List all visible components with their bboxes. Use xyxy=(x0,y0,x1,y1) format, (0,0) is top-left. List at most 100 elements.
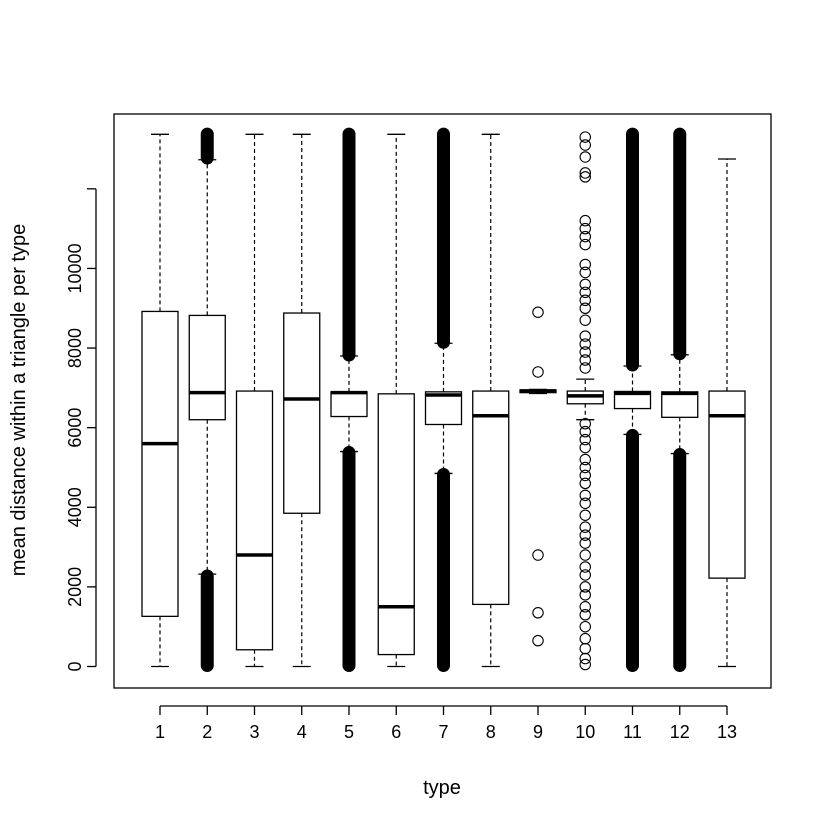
outlier-point xyxy=(579,658,591,671)
outlier-point xyxy=(579,433,591,446)
box xyxy=(330,391,368,418)
outlier-point xyxy=(579,477,591,490)
x-tick-label: 7 xyxy=(438,722,448,742)
outlier-point xyxy=(673,226,686,239)
outlier-point xyxy=(532,549,544,561)
outlier-point xyxy=(579,620,591,633)
outlier-point xyxy=(673,167,686,179)
outlier-point xyxy=(579,497,591,510)
box-group-13 xyxy=(708,158,746,668)
outlier-point xyxy=(673,258,686,271)
outlier-point xyxy=(579,258,591,271)
outlier-band xyxy=(342,127,356,362)
outlier-point xyxy=(673,521,686,533)
y-tick-label: 4000 xyxy=(65,487,85,527)
boxes-layer xyxy=(141,127,746,673)
outlier-point xyxy=(579,417,591,430)
outlier-point xyxy=(673,135,686,147)
outlier-point xyxy=(532,306,544,318)
outlier-band xyxy=(626,127,639,372)
outlier-point xyxy=(579,469,591,482)
outlier-point xyxy=(673,601,686,613)
box-group-6 xyxy=(377,133,415,668)
outlier-point xyxy=(673,129,686,141)
y-tick-label: 2000 xyxy=(65,567,85,607)
box-group-10 xyxy=(566,131,604,671)
box xyxy=(188,314,226,421)
outlier-point xyxy=(579,609,591,621)
outlier-point xyxy=(579,278,591,291)
outlier-point xyxy=(579,632,591,645)
outlier-point xyxy=(673,270,686,283)
outlier-point xyxy=(579,453,591,466)
y-tick-label: 10000 xyxy=(65,243,85,293)
outlier-point xyxy=(579,131,591,143)
outlier-point xyxy=(579,222,591,235)
box-group-11 xyxy=(613,127,652,673)
x-tick-label: 6 xyxy=(391,722,401,742)
y-tick-label: 6000 xyxy=(65,408,85,448)
outlier-point xyxy=(579,214,591,227)
outlier-point xyxy=(579,286,591,299)
box-group-7 xyxy=(424,127,463,673)
outlier-point xyxy=(673,529,686,541)
outlier-point xyxy=(673,581,686,593)
outlier-point xyxy=(579,330,591,342)
y-tick-label: 0 xyxy=(65,661,85,671)
x-tick-label: 9 xyxy=(533,722,543,742)
outlier-band xyxy=(626,428,639,673)
box-group-9 xyxy=(519,306,557,647)
outlier-band xyxy=(342,446,356,673)
outlier-band xyxy=(200,569,214,673)
box xyxy=(283,312,321,514)
x-tick-label: 3 xyxy=(249,722,259,742)
x-tick-label: 11 xyxy=(623,722,642,742)
box-group-8 xyxy=(472,133,510,668)
outlier-point xyxy=(673,147,686,159)
outlier-point xyxy=(673,658,686,671)
outlier-point xyxy=(673,624,686,637)
box xyxy=(472,390,510,606)
outlier-point xyxy=(579,238,591,251)
outlier-point xyxy=(579,354,591,366)
outlier-point xyxy=(579,642,591,655)
box xyxy=(141,310,179,617)
outlier-band xyxy=(673,448,687,673)
outlier-point xyxy=(579,529,591,541)
outlier-point xyxy=(579,509,591,521)
box-group-1 xyxy=(141,133,179,668)
box-group-5 xyxy=(330,127,368,673)
x-tick-label: 13 xyxy=(717,722,737,742)
outlier-band xyxy=(673,127,687,361)
outlier-point xyxy=(579,589,591,601)
x-tick-label: 5 xyxy=(344,722,354,742)
outlier-point xyxy=(579,489,591,502)
x-axis: 1 2 3 4 5 6 7 8 9 10 11 12 13 xyxy=(155,705,737,742)
box-group-3 xyxy=(235,133,274,668)
outlier-band xyxy=(437,127,450,349)
plot-frame xyxy=(113,113,772,689)
box xyxy=(235,390,274,651)
outlier-point xyxy=(673,636,686,649)
outlier-point xyxy=(579,151,591,163)
outlier-point xyxy=(532,634,544,647)
outlier-point xyxy=(579,601,591,613)
outlier-point xyxy=(532,366,544,378)
outlier-band xyxy=(437,467,450,673)
outlier-point xyxy=(673,238,686,251)
x-tick-label: 12 xyxy=(670,722,690,742)
box-group-12 xyxy=(661,127,699,673)
x-tick-label: 4 xyxy=(297,722,307,742)
outlier-point xyxy=(673,612,686,625)
outlier-point xyxy=(532,607,544,619)
outlier-point xyxy=(579,652,591,665)
outlier-point xyxy=(579,461,591,474)
outlier-point xyxy=(579,294,591,307)
outlier-point xyxy=(579,266,591,279)
outlier-point xyxy=(579,338,591,350)
x-tick-label: 1 xyxy=(155,722,165,742)
outlier-point xyxy=(673,218,686,231)
outlier-point xyxy=(579,425,591,438)
box xyxy=(424,391,463,426)
outlier-point xyxy=(673,175,686,187)
